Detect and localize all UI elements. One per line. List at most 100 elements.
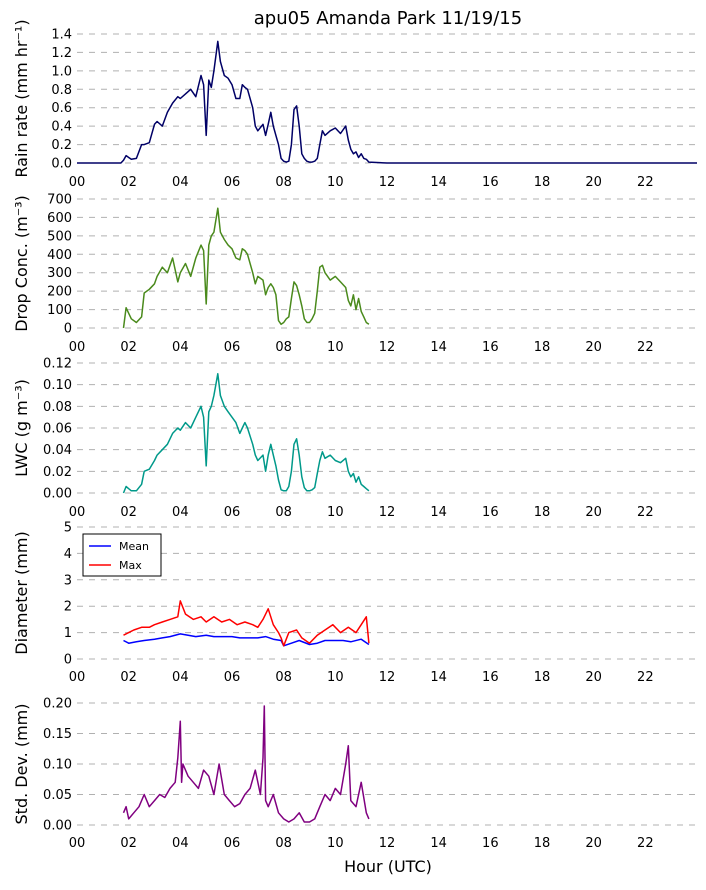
x-tick-label: 12 (379, 340, 396, 355)
x-tick-label: 08 (275, 505, 292, 520)
x-tick-label: 22 (637, 670, 654, 685)
y-tick-label: 0.4 (51, 120, 72, 135)
y-tick-label: 4 (64, 547, 72, 562)
x-tick-label: 10 (327, 175, 344, 190)
x-tick-label: 14 (430, 836, 447, 851)
x-tick-label: 00 (69, 175, 86, 190)
y-tick-label: 0.02 (43, 465, 72, 480)
x-tick-label: 10 (327, 340, 344, 355)
y-tick-label: 700 (47, 193, 72, 208)
x-tick-label: 20 (585, 340, 602, 355)
x-tick-label: 18 (534, 670, 551, 685)
x-tick-label: 08 (275, 175, 292, 190)
figure-title: apu05 Amanda Park 11/19/15 (254, 8, 522, 29)
y-tick-label: 3 (64, 573, 72, 588)
x-tick-label: 22 (637, 836, 654, 851)
y-tick-label: 0.12 (43, 357, 72, 372)
x-tick-label: 02 (120, 836, 137, 851)
x-tick-label: 20 (585, 175, 602, 190)
x-tick-label: 04 (172, 836, 189, 851)
x-tick-label: 22 (637, 175, 654, 190)
panel-5: 0.00 0.05 0.10 0.15 0.20 00 02 04 06 08 10 12 14 16 18… (12, 697, 697, 851)
x-tick-label: 04 (172, 505, 189, 520)
x-tick-label: 20 (585, 505, 602, 520)
y-tick-label: 300 (47, 266, 72, 281)
y-tick-label: 0.10 (43, 378, 72, 393)
y-axis-label: Rain rate (mm hr⁻¹) (12, 19, 31, 177)
y-tick-label: 5 (64, 521, 72, 536)
y-tick-label: 0.00 (43, 819, 72, 834)
y-tick-label: 100 (47, 303, 72, 318)
y-tick-label: 0.05 (43, 788, 72, 803)
y-tick-label: 0 (64, 653, 72, 668)
x-tick-label: 02 (120, 670, 137, 685)
y-tick-label: 2 (64, 600, 72, 615)
y-tick-label: 200 (47, 285, 72, 300)
x-axis-label: Hour (UTC) (344, 857, 432, 876)
x-tick-label: 08 (275, 670, 292, 685)
x-tick-label: 00 (69, 505, 86, 520)
x-tick-label: 12 (379, 836, 396, 851)
y-tick-label: 1.2 (51, 46, 72, 61)
series-line (122, 373, 370, 494)
y-tick-label: 0.2 (51, 138, 72, 153)
x-tick-label: 04 (172, 670, 189, 685)
x-tick-label: 06 (224, 175, 241, 190)
legend-box (82, 533, 162, 577)
x-tick-label: 14 (430, 670, 447, 685)
x-tick-label: 04 (172, 175, 189, 190)
x-tick-label: 06 (224, 836, 241, 851)
x-tick-label: 16 (482, 836, 499, 851)
series-line (77, 40, 697, 164)
legend: Mean Max (82, 533, 162, 577)
y-tick-label: 0.10 (43, 758, 72, 773)
panel-3: 0.00 0.02 0.04 0.06 0.08 0.10 0.12 00 02 04 06 08 10… (12, 357, 697, 520)
series-line-max (123, 600, 370, 647)
x-tick-label: 10 (327, 836, 344, 851)
y-axis-label: Diameter (mm) (12, 531, 31, 654)
x-tick-label: 04 (172, 340, 189, 355)
series-line (122, 207, 370, 329)
y-tick-label: 0.8 (51, 83, 72, 98)
x-tick-label: 08 (275, 836, 292, 851)
y-tick-label: 0.0 (51, 157, 72, 172)
x-tick-label: 16 (482, 175, 499, 190)
panel-1: 0.0 0.2 0.4 0.6 0.8 1.0 1.2 1.4 00 02 04 06 08 10 12 14… (12, 19, 697, 190)
x-tick-label: 12 (379, 175, 396, 190)
legend-label: Mean (119, 540, 149, 553)
y-axis-label: Drop Conc. (m⁻³) (12, 195, 31, 332)
x-tick-label: 02 (120, 175, 137, 190)
series-line (122, 705, 370, 823)
y-tick-label: 0.08 (43, 400, 72, 415)
y-tick-label: 0.00 (43, 487, 72, 502)
series-line-mean (123, 633, 370, 647)
y-tick-label: 0.20 (43, 697, 72, 712)
x-tick-label: 02 (120, 505, 137, 520)
x-tick-label: 16 (482, 340, 499, 355)
x-tick-label: 12 (379, 670, 396, 685)
legend-label: Max (119, 559, 142, 572)
x-tick-label: 10 (327, 670, 344, 685)
x-tick-label: 20 (585, 836, 602, 851)
y-tick-label: 0.04 (43, 443, 72, 458)
x-tick-label: 06 (224, 505, 241, 520)
y-axis-label: Std. Dev. (mm) (12, 704, 31, 825)
x-tick-label: 20 (585, 670, 602, 685)
y-tick-label: 0.6 (51, 101, 72, 116)
x-tick-label: 08 (275, 340, 292, 355)
x-tick-label: 18 (534, 340, 551, 355)
x-tick-label: 22 (637, 505, 654, 520)
panel-2: 0 100 200 300 400 500 600 700 00 02 04 06 08 10 12 14 16… (12, 193, 697, 355)
y-tick-label: 500 (47, 229, 72, 244)
x-tick-label: 18 (534, 836, 551, 851)
y-tick-label: 1.4 (51, 28, 72, 43)
x-tick-label: 02 (120, 340, 137, 355)
x-tick-label: 22 (637, 340, 654, 355)
x-tick-label: 16 (482, 505, 499, 520)
x-tick-label: 10 (327, 505, 344, 520)
y-axis-label: LWC (g m⁻³) (12, 379, 31, 477)
x-tick-label: 06 (224, 340, 241, 355)
y-tick-label: 0.15 (43, 727, 72, 742)
